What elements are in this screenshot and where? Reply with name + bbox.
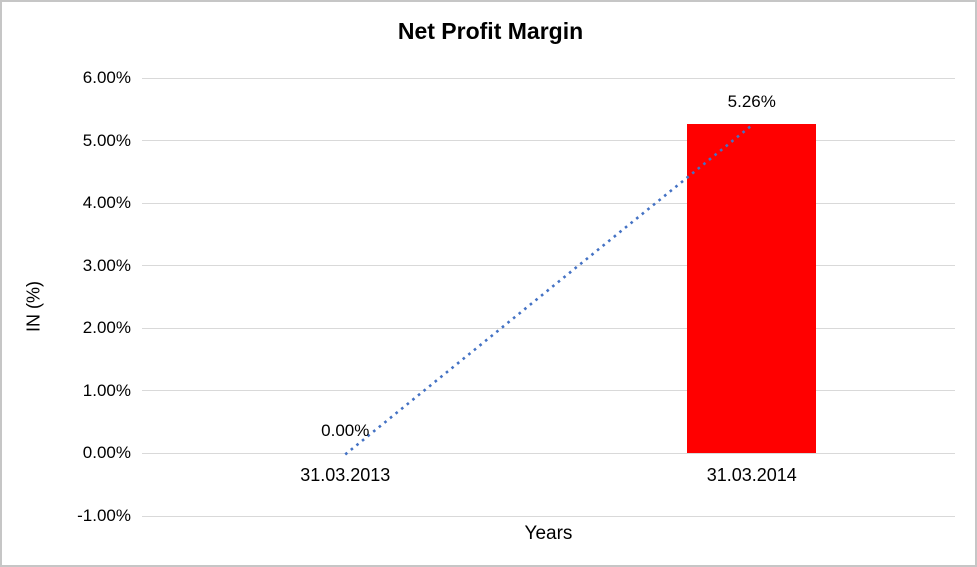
gridline-y-1.00% [142, 390, 955, 392]
chart-title: Net Profit Margin [397, 18, 584, 44]
bar-31.03.2014 [687, 124, 817, 454]
xtick-label: 31.03.2014 [706, 465, 797, 486]
xtick-label: 31.03.2013 [300, 465, 391, 486]
ytick-label: 2.00% [82, 318, 131, 338]
ytick-label: 6.00% [82, 68, 131, 87]
gridline-y-2.00% [142, 327, 955, 329]
gridline-y--1.00% [142, 515, 955, 517]
data-label-31.03.2014: 5.26% [727, 92, 776, 112]
x-axis-title: Years [524, 523, 573, 544]
ytick-label: 0.00% [82, 443, 131, 463]
gridline-y-3.00% [142, 265, 955, 267]
ytick-label: 4.00% [82, 193, 131, 213]
ytick-label: 3.00% [82, 255, 131, 275]
ytick-label: -1.00% [77, 506, 131, 525]
y-axis-title-text: IN (%) [23, 281, 44, 332]
ytick-label: 1.00% [82, 380, 131, 400]
data-label-31.03.2013: 0.00% [321, 421, 370, 441]
gridline-y-0.00% [142, 452, 955, 454]
gridline-y-6.00% [142, 77, 955, 79]
gridline-y-4.00% [142, 202, 955, 204]
ytick-label: 5.00% [82, 130, 131, 150]
gridline-y-5.00% [142, 140, 955, 142]
